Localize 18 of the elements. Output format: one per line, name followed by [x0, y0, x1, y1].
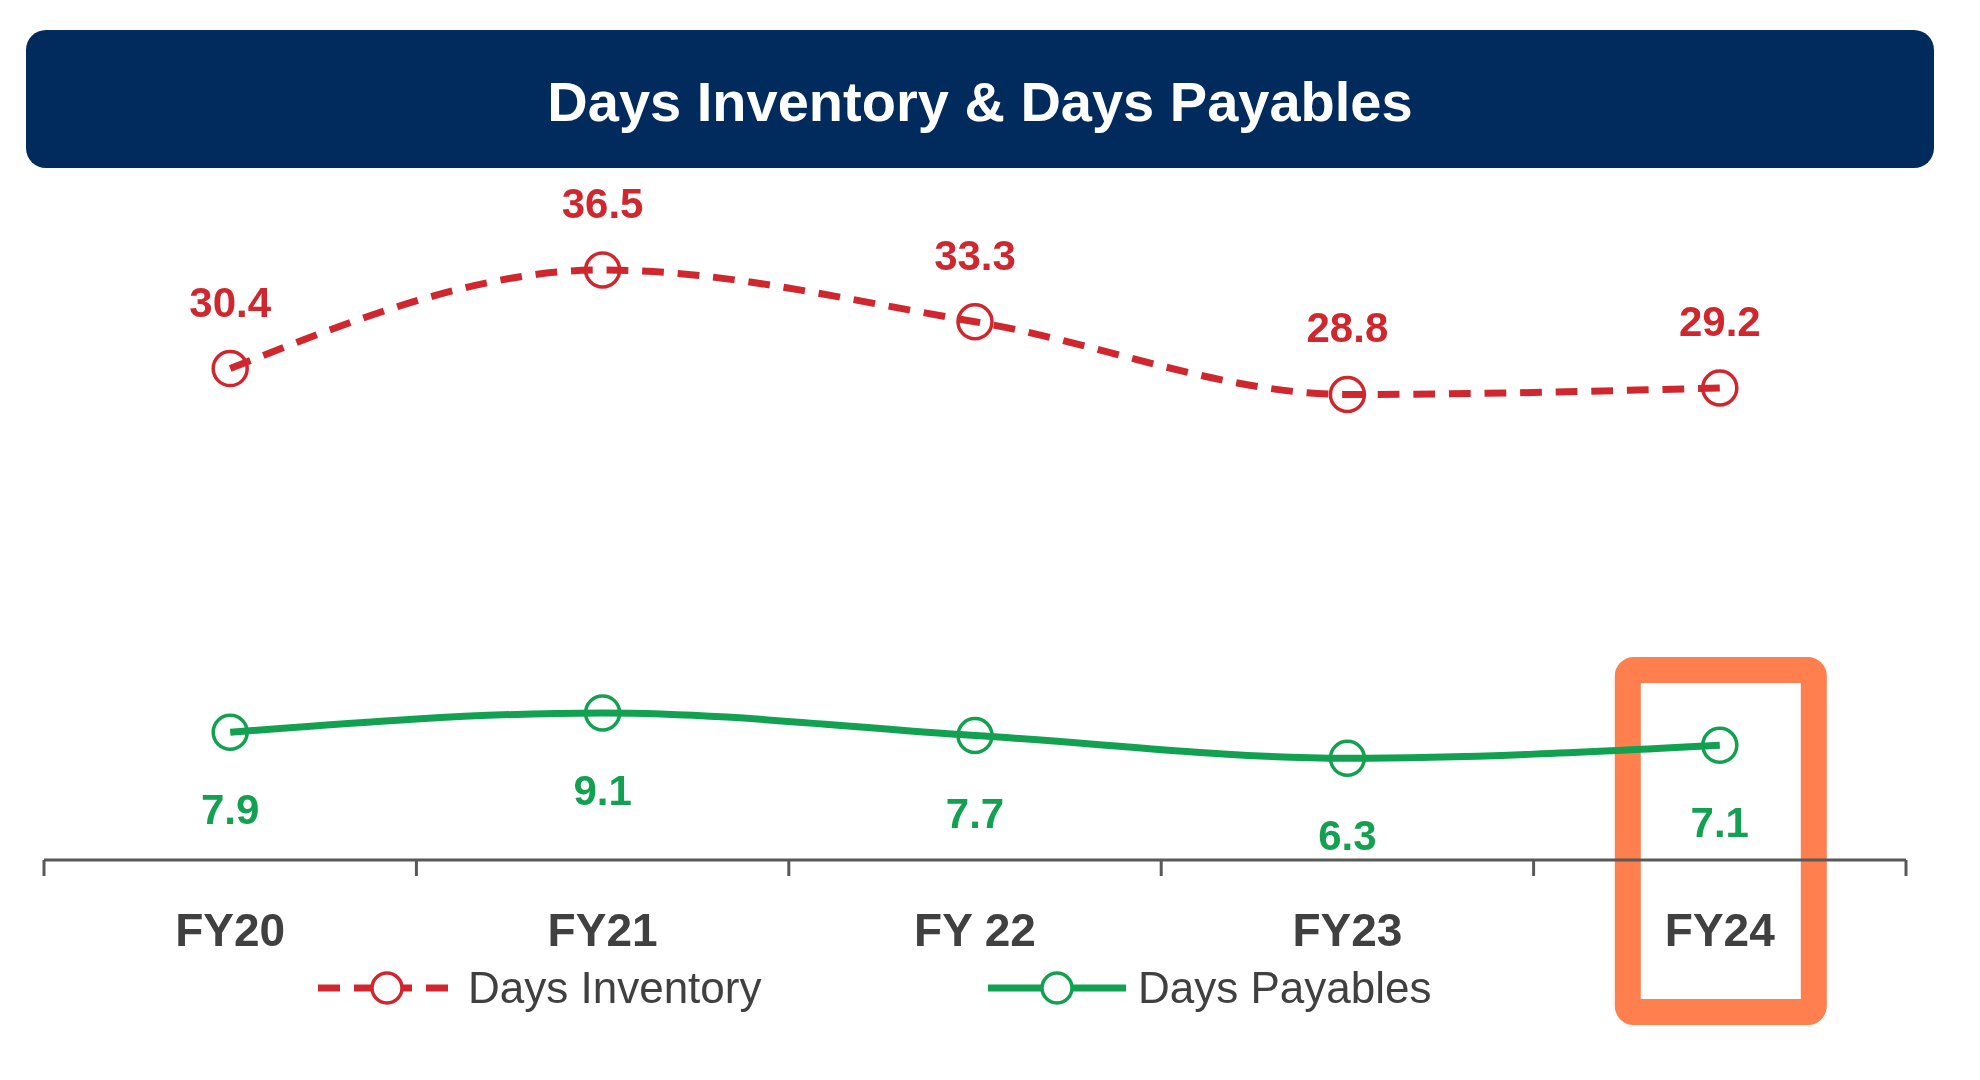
data-label: 7.9 — [201, 786, 260, 834]
chart-title: Days Inventory & Days Payables — [547, 70, 1413, 133]
x-tick-label: FY 22 — [914, 904, 1036, 956]
data-label: 29.2 — [1678, 298, 1761, 345]
data-label: 28.8 — [1306, 304, 1389, 352]
x-tick-label: FY20 — [175, 904, 286, 956]
data-label: 9.1 — [573, 766, 632, 814]
x-tick-label: FY21 — [547, 904, 658, 956]
data-label: 7.7 — [945, 789, 1005, 837]
x-tick-label: FY23 — [1292, 904, 1403, 956]
data-label: 30.4 — [189, 278, 272, 326]
x-tick-label: FY24 — [1664, 904, 1776, 956]
legend-label: Days Inventory — [468, 963, 762, 1012]
data-label: 36.5 — [561, 180, 644, 227]
legend-label: Days Payables — [1138, 963, 1432, 1012]
data-label: 33.3 — [934, 231, 1016, 279]
data-label: 7.1 — [1690, 799, 1749, 847]
data-label: 6.3 — [1318, 812, 1377, 860]
